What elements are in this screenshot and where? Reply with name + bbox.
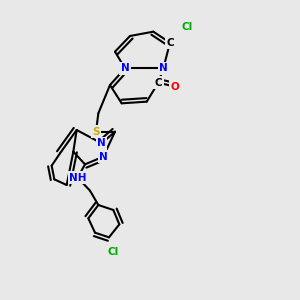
- Text: Cl: Cl: [181, 22, 192, 32]
- Text: C: C: [154, 78, 162, 88]
- Text: N: N: [121, 63, 129, 73]
- Text: N: N: [159, 63, 168, 73]
- Text: N: N: [99, 152, 108, 162]
- Text: Cl: Cl: [108, 247, 119, 257]
- Text: O: O: [171, 82, 179, 92]
- Text: C: C: [166, 38, 174, 48]
- Text: N: N: [97, 138, 106, 148]
- Text: S: S: [92, 127, 100, 137]
- Text: NH: NH: [69, 173, 86, 183]
